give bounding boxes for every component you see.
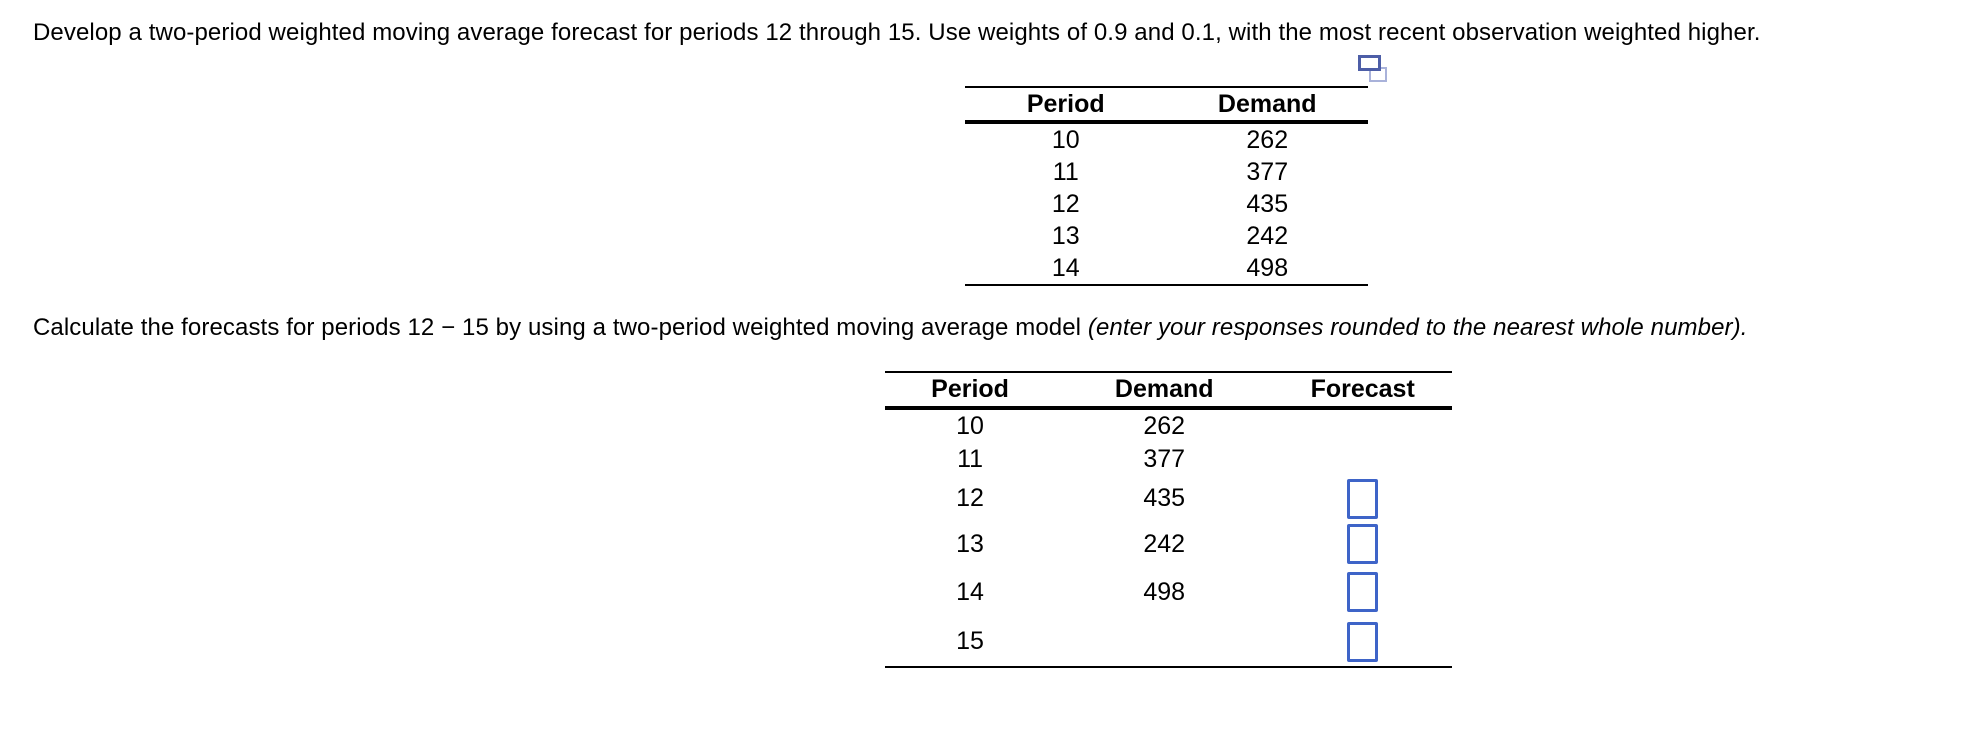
period-value: 10: [956, 412, 984, 440]
table-row: 12 435: [885, 476, 1452, 521]
question-instruction-text: Calculate the forecasts for periods 12 −…: [33, 312, 1747, 343]
copy-icon-front-rect: [1358, 55, 1381, 71]
table-row: 10 262: [965, 124, 1368, 156]
forecast-cell: [1273, 567, 1452, 617]
answer-table-header-forecast: Forecast: [1310, 375, 1415, 403]
period-value: 15: [956, 627, 984, 655]
copy-icon[interactable]: [1358, 55, 1387, 82]
forecast-cell: [1273, 521, 1452, 567]
forecast-cell: [1273, 476, 1452, 521]
forecast-input-period-13[interactable]: [1347, 524, 1379, 564]
demand-value: 435: [1143, 484, 1186, 512]
period-value: 12: [956, 484, 984, 512]
period-value: 14: [1051, 253, 1080, 282]
demand-data-table: Period Demand 10 262 11 377 12 435 13 24…: [965, 86, 1368, 286]
table-row: 15: [885, 617, 1452, 666]
table-row: 13 242: [965, 220, 1368, 252]
period-value: 11: [1052, 157, 1079, 186]
forecast-answer-table: Period Demand Forecast 10 262 11 377 12 …: [885, 371, 1452, 668]
data-table-header-period: Period: [1026, 89, 1105, 118]
instruction-regular-text: Calculate the forecasts for periods 12 −…: [33, 314, 1088, 341]
table-row: 14 498: [965, 252, 1368, 284]
demand-value: 498: [1246, 253, 1289, 282]
answer-table-header-demand: Demand: [1114, 375, 1214, 403]
forecast-input-period-15[interactable]: [1347, 621, 1379, 662]
period-value: 14: [956, 577, 984, 606]
table-row: 10 262: [885, 410, 1452, 443]
forecast-cell: [1273, 617, 1452, 666]
table-row: 12 435: [965, 188, 1368, 220]
demand-value: 377: [1246, 157, 1289, 186]
demand-value: 435: [1246, 189, 1289, 218]
table-row: 14 498: [885, 567, 1452, 617]
forecast-input-period-14[interactable]: [1347, 572, 1379, 612]
period-value: 12: [1051, 189, 1080, 218]
table-row: 13 242: [885, 521, 1452, 567]
answer-table-header-period: Period: [931, 375, 1009, 403]
period-value: 13: [956, 529, 984, 558]
period-value: 10: [1051, 125, 1080, 154]
forecast-input-period-12[interactable]: [1347, 478, 1379, 519]
table-row: 11 377: [965, 156, 1368, 188]
demand-value: 377: [1143, 445, 1186, 473]
demand-value: 242: [1246, 221, 1289, 250]
demand-value: 498: [1143, 577, 1186, 606]
period-value: 13: [1051, 221, 1080, 250]
demand-value: 242: [1143, 529, 1186, 558]
question-intro-text: Develop a two-period weighted moving ave…: [33, 19, 1761, 46]
data-table-header-row: Period Demand: [965, 88, 1368, 124]
period-value: 11: [957, 445, 984, 473]
data-table-header-demand: Demand: [1217, 89, 1317, 118]
demand-value: 262: [1246, 125, 1289, 154]
instruction-italic-text: (enter your responses rounded to the nea…: [1087, 314, 1748, 341]
demand-value: 262: [1143, 412, 1186, 440]
table-row: 11 377: [885, 443, 1452, 476]
answer-table-header-row: Period Demand Forecast: [885, 373, 1452, 410]
